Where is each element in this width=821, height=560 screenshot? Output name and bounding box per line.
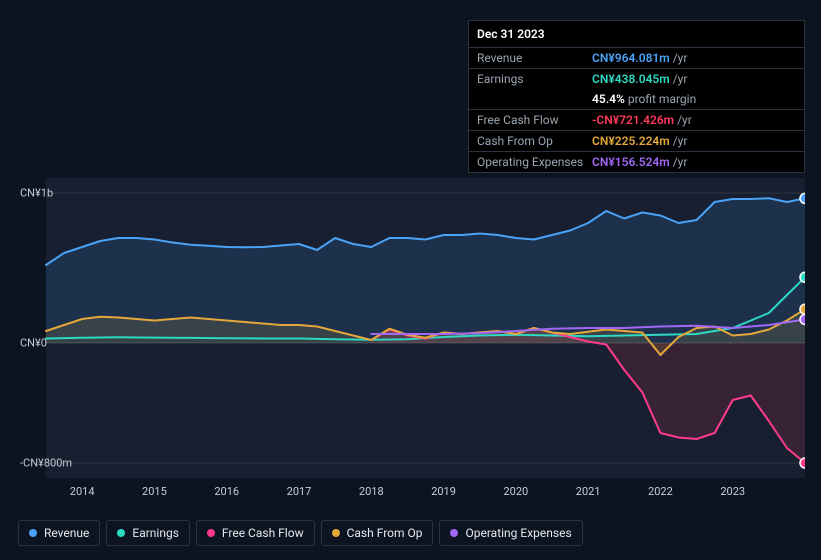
legend-item-free-cash-flow[interactable]: Free Cash Flow (196, 520, 315, 546)
y-axis-label: CN¥0 (20, 337, 47, 350)
y-axis-label: -CN¥800m (20, 457, 72, 470)
tooltip-row-label: Revenue (477, 51, 592, 65)
legend-label: Cash From Op (347, 526, 423, 540)
tooltip-row-label: Cash From Op (477, 134, 592, 148)
tooltip-row-value: 45.4%profit margin (592, 92, 696, 106)
legend-swatch (117, 529, 125, 537)
legend-label: Earnings (132, 526, 179, 540)
tooltip-row-value: CN¥438.045m/yr (592, 72, 687, 86)
y-axis-label: CN¥1b (20, 187, 53, 200)
tooltip-row: EarningsCN¥438.045m/yr (469, 68, 804, 89)
x-axis-label: 2017 (287, 485, 312, 498)
legend-label: Revenue (44, 526, 89, 540)
x-axis-label: 2018 (359, 485, 384, 498)
tooltip-row-label (477, 92, 592, 106)
tooltip-row: Free Cash Flow-CN¥721.426m/yr (469, 109, 804, 130)
tooltip-row-label: Free Cash Flow (477, 113, 592, 127)
legend-swatch (332, 529, 340, 537)
tooltip-date: Dec 31 2023 (469, 21, 804, 47)
x-axis-label: 2022 (648, 485, 673, 498)
legend-item-earnings[interactable]: Earnings (106, 520, 190, 546)
tooltip-row-value: CN¥156.524m/yr (592, 155, 687, 169)
legend-swatch (450, 529, 458, 537)
legend-label: Free Cash Flow (222, 526, 304, 540)
tooltip-row-value: -CN¥721.426m/yr (592, 113, 692, 127)
tooltip-row-label: Operating Expenses (477, 155, 592, 169)
data-tooltip: Dec 31 2023 RevenueCN¥964.081m/yrEarning… (468, 20, 805, 173)
legend-item-operating-expenses[interactable]: Operating Expenses (439, 520, 582, 546)
x-axis-label: 2016 (214, 485, 239, 498)
legend-item-cash-from-op[interactable]: Cash From Op (321, 520, 434, 546)
x-axis-label: 2014 (70, 485, 95, 498)
legend-label: Operating Expenses (465, 526, 571, 540)
tooltip-row-label: Earnings (477, 72, 592, 86)
x-axis-label: 2015 (142, 485, 167, 498)
tooltip-row-value: CN¥964.081m/yr (592, 51, 687, 65)
x-axis-label: 2019 (431, 485, 456, 498)
legend-swatch (29, 529, 37, 537)
legend: Revenue Earnings Free Cash Flow Cash From O… (18, 520, 583, 546)
tooltip-row: RevenueCN¥964.081m/yr (469, 47, 804, 68)
x-axis-label: 2021 (576, 485, 601, 498)
legend-item-revenue[interactable]: Revenue (18, 520, 100, 546)
chart-area: CN¥1b CN¥0 -CN¥800m 2014 2015 2016 2017 2018 20… (16, 160, 805, 510)
legend-swatch (207, 529, 215, 537)
x-axis-label: 2023 (720, 485, 745, 498)
tooltip-row: Cash From OpCN¥225.224m/yr (469, 130, 804, 151)
tooltip-row-value: CN¥225.224m/yr (592, 134, 687, 148)
tooltip-row: Operating ExpensesCN¥156.524m/yr (469, 151, 804, 172)
x-axis-label: 2020 (503, 485, 528, 498)
tooltip-row: 45.4%profit margin (469, 89, 804, 109)
